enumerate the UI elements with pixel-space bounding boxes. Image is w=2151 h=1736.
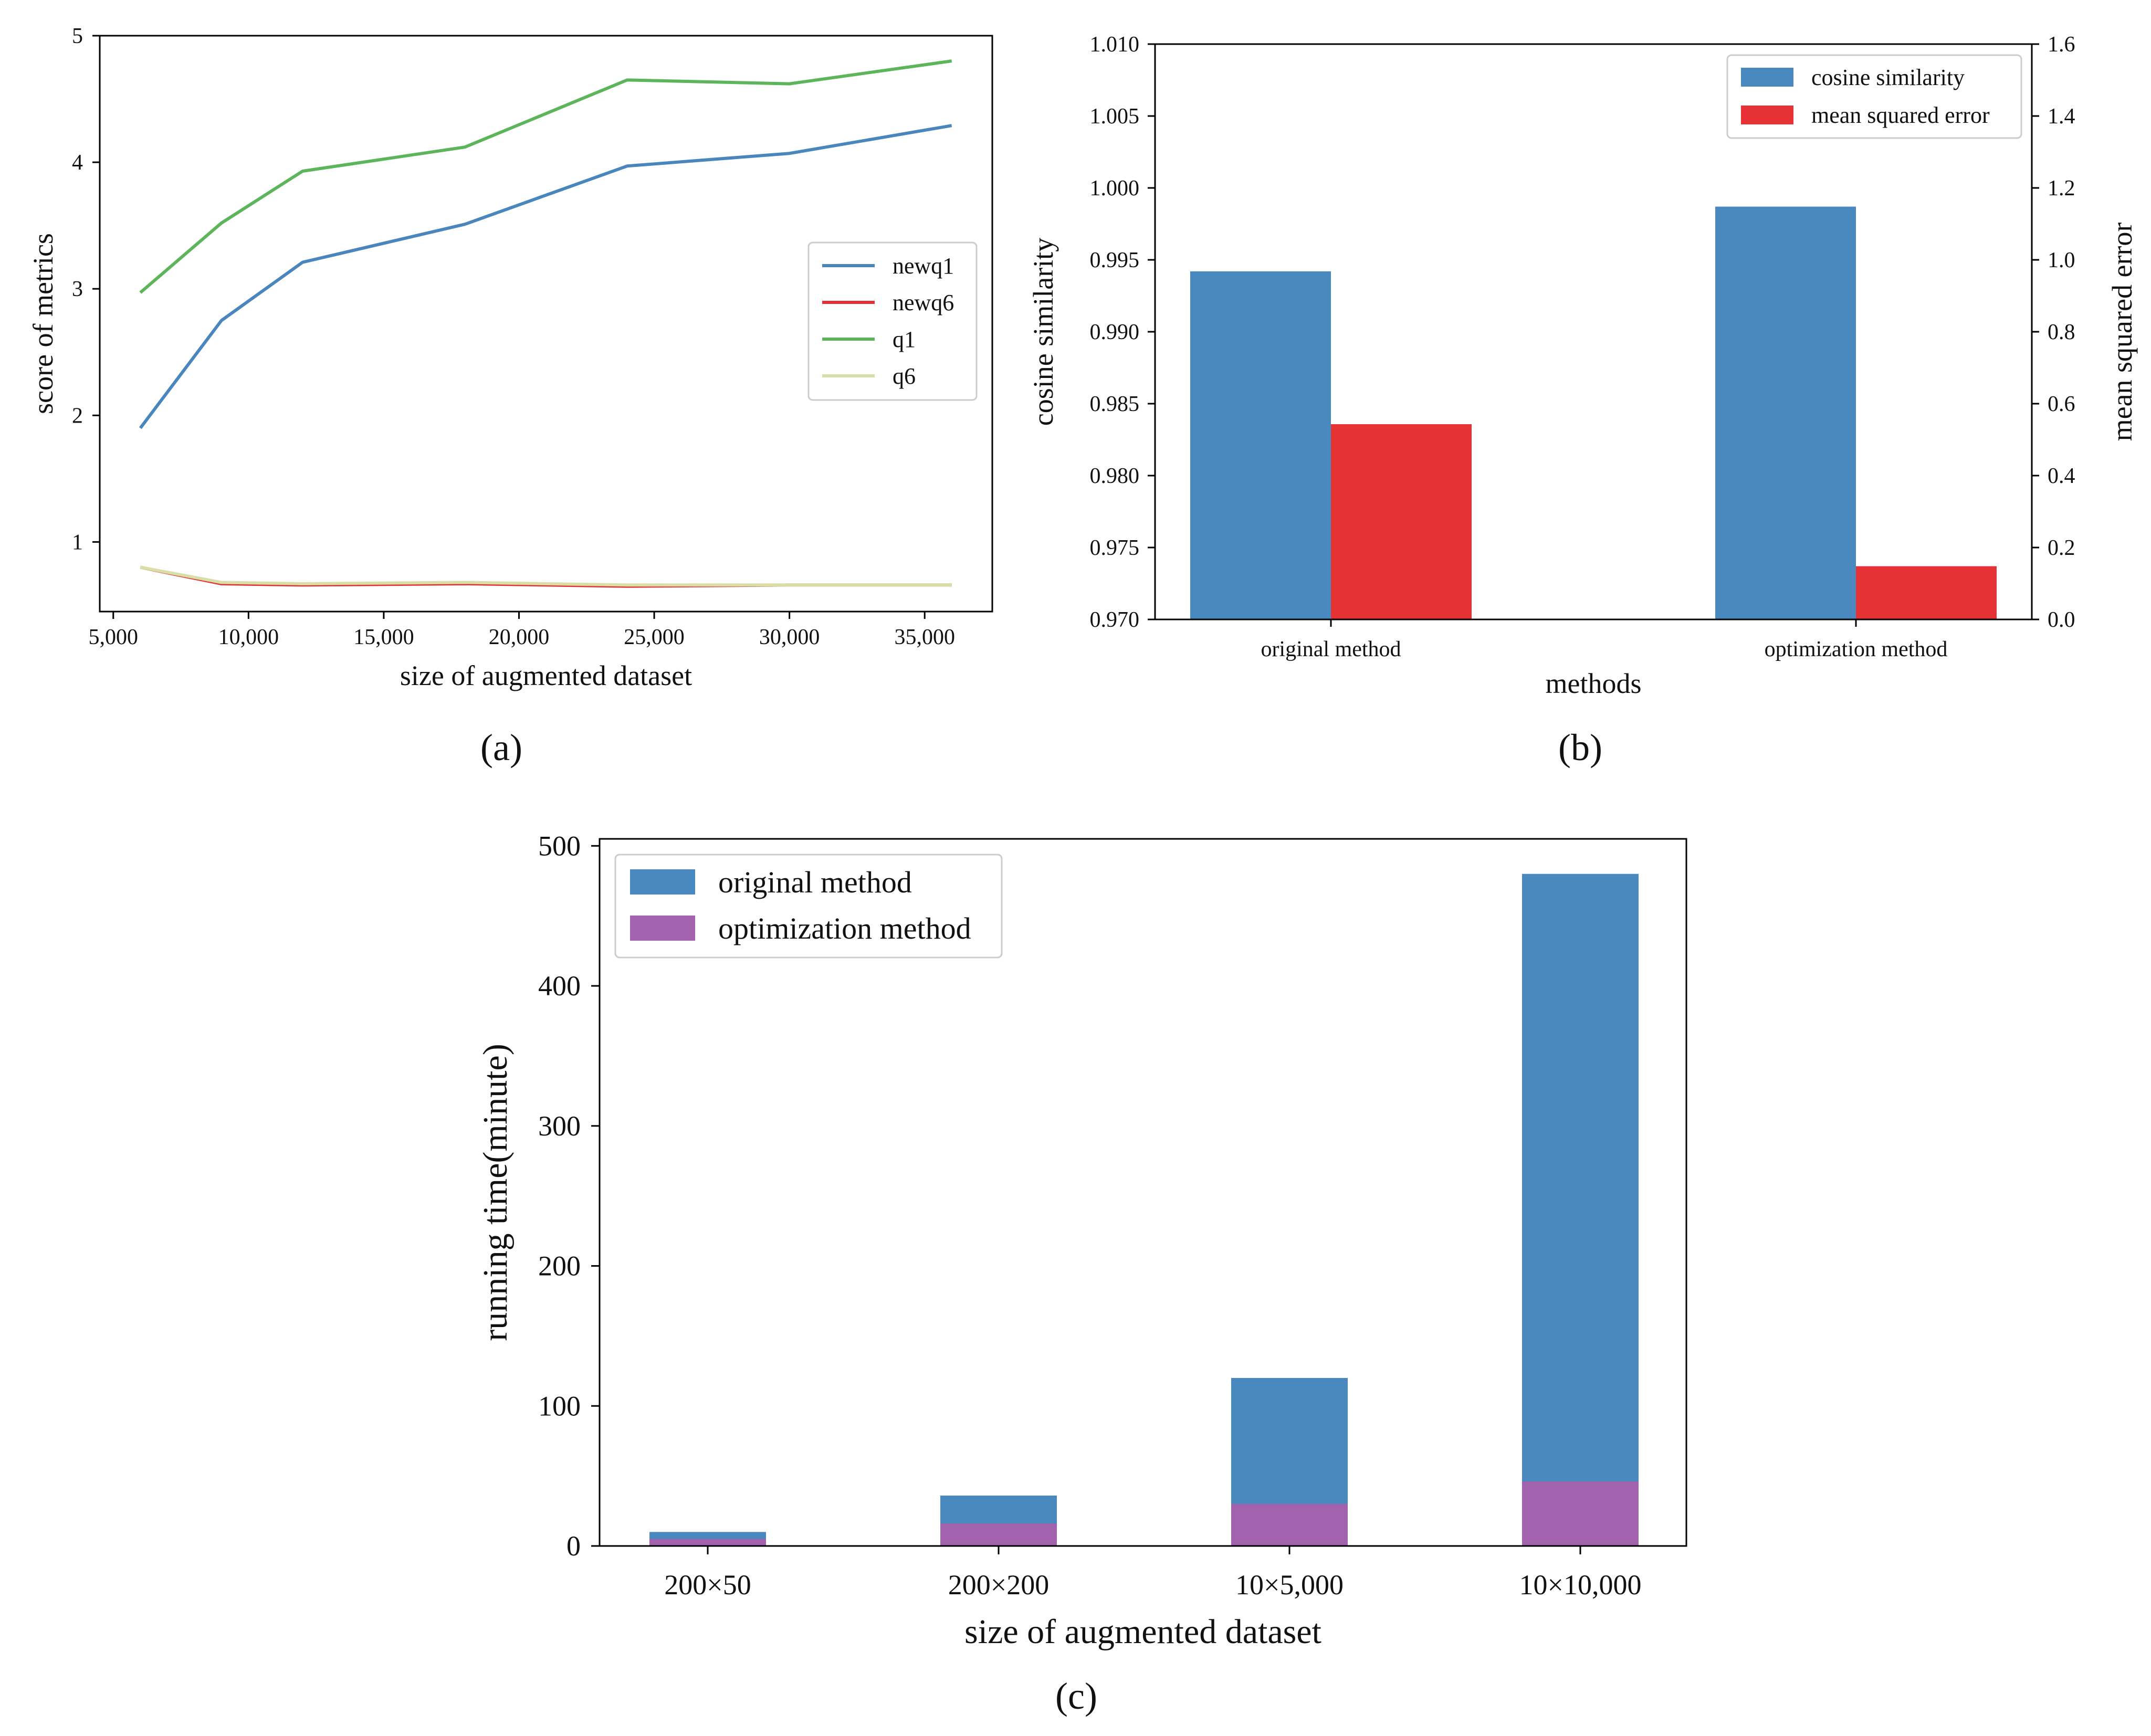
caption-a: (a) — [480, 727, 522, 769]
bar-cosine-similarity — [1715, 206, 1856, 619]
y-right-tick-label: 1.0 — [2048, 248, 2075, 272]
x-tick-label: 30,000 — [759, 625, 820, 649]
plot-frame-a — [99, 35, 993, 613]
legend-label: cosine similarity — [1811, 65, 1965, 90]
legend-label: newq6 — [893, 290, 954, 315]
caption-b: (b) — [1558, 727, 1602, 769]
y-tick-label: 0.970 — [1090, 608, 1140, 632]
y-right-tick-label: 0.8 — [2048, 320, 2075, 344]
y-tick-label: 200 — [538, 1250, 581, 1282]
y-right-tick-label: 0.6 — [2048, 392, 2075, 416]
line-newq1 — [139, 124, 952, 429]
legend-box-c — [614, 854, 1003, 959]
legend-box-b — [1726, 54, 2022, 139]
x-tick-label: original method — [1261, 637, 1401, 661]
bar-mean-squared-error — [1331, 424, 1472, 619]
x-axis-label: size of augmented dataset — [400, 660, 692, 691]
y-tick-label: 0.985 — [1090, 392, 1140, 416]
legend-label: newq1 — [893, 253, 954, 279]
y-tick-label: 5 — [72, 24, 83, 48]
legend-swatch — [630, 869, 695, 895]
legend-box-a — [807, 241, 978, 401]
y-tick-label: 0 — [566, 1530, 581, 1562]
y-right-tick-label: 1.2 — [2048, 176, 2075, 201]
legend-label: q1 — [893, 327, 916, 352]
x-tick-label: 20,000 — [489, 625, 550, 649]
bar-mean-squared-error — [1856, 566, 1997, 619]
y-right-axis-label: mean squared error — [2106, 223, 2138, 441]
legend-swatch — [630, 916, 695, 941]
x-tick-label: 200×200 — [948, 1569, 1049, 1601]
line-q1 — [139, 59, 952, 294]
x-tick-label: 35,000 — [894, 625, 955, 649]
y-tick-label: 0.990 — [1090, 320, 1140, 344]
bar-optimization-method — [1522, 1481, 1639, 1546]
legend-label: optimization method — [718, 911, 971, 945]
y-tick-label: 1.010 — [1090, 33, 1140, 57]
bar-optimization-method — [940, 1523, 1057, 1546]
y-tick-label: 400 — [538, 970, 581, 1002]
legend-label: original method — [718, 865, 912, 899]
y-tick-label: 1.000 — [1090, 176, 1140, 201]
line-q6 — [140, 565, 952, 587]
bar-optimization-method — [649, 1539, 766, 1546]
legend-swatch — [1741, 68, 1793, 87]
legend-swatch — [1741, 106, 1793, 124]
x-axis-label: methods — [1546, 668, 1642, 699]
y-axis-label: cosine similarity — [1027, 238, 1059, 426]
y-tick-label: 2 — [72, 404, 83, 428]
chart-b — [1148, 43, 2039, 627]
y-tick-label: 1 — [72, 530, 83, 554]
x-tick-label: 15,000 — [353, 625, 414, 649]
y-right-tick-label: 0.4 — [2048, 464, 2075, 488]
legend-label: q6 — [893, 363, 916, 389]
y-right-tick-label: 0.2 — [2048, 536, 2075, 560]
plot-frame-c — [599, 838, 1687, 1547]
x-tick-label: 25,000 — [624, 625, 685, 649]
bar-cosine-similarity — [1190, 271, 1331, 619]
y-tick-label: 3 — [72, 277, 83, 301]
y-right-tick-label: 1.4 — [2048, 104, 2075, 129]
bar-original-method — [1522, 874, 1639, 1546]
y-axis-label: running time(minute) — [476, 1044, 515, 1341]
chart-a — [92, 35, 993, 619]
y-tick-label: 4 — [72, 151, 83, 175]
legend-label: mean squared error — [1811, 102, 1990, 128]
y-tick-label: 0.995 — [1090, 248, 1140, 272]
x-tick-label: 200×50 — [664, 1569, 751, 1601]
chart-c — [591, 838, 1687, 1554]
x-axis-label: size of augmented dataset — [964, 1613, 1321, 1651]
y-right-tick-label: 0.0 — [2048, 608, 2075, 632]
x-tick-label: 10×5,000 — [1235, 1569, 1344, 1601]
y-tick-label: 0.980 — [1090, 464, 1140, 488]
y-right-tick-label: 1.6 — [2048, 33, 2075, 57]
y-tick-label: 500 — [538, 830, 581, 861]
x-tick-label: 10,000 — [218, 625, 279, 649]
x-tick-label: 5,000 — [89, 625, 139, 649]
y-axis-label: score of metrics — [27, 233, 59, 414]
caption-c: (c) — [1055, 1675, 1097, 1717]
y-tick-label: 300 — [538, 1110, 581, 1142]
y-tick-label: 1.005 — [1090, 104, 1140, 129]
x-tick-label: optimization method — [1765, 637, 1948, 661]
bar-optimization-method — [1231, 1503, 1348, 1546]
y-tick-label: 100 — [538, 1390, 581, 1422]
y-tick-label: 0.975 — [1090, 536, 1140, 560]
x-tick-label: 10×10,000 — [1519, 1569, 1642, 1601]
